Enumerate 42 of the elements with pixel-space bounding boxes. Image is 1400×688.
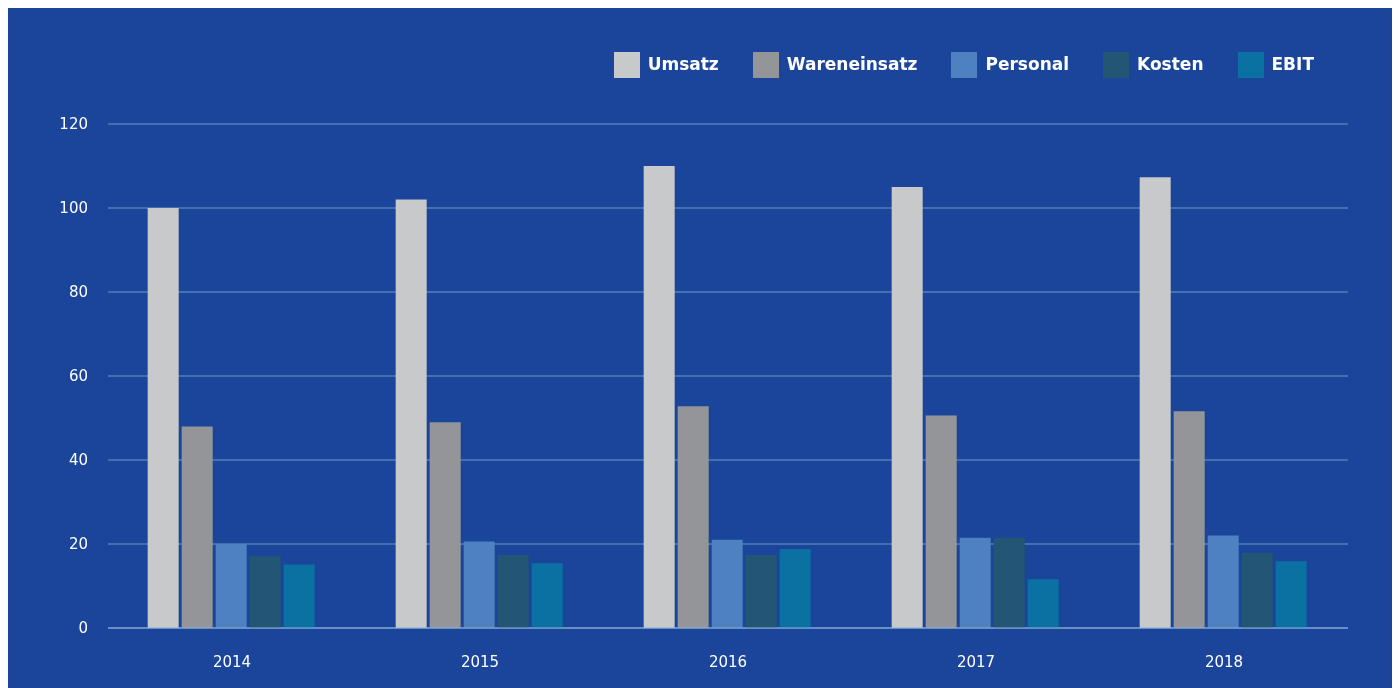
bar	[249, 556, 281, 628]
bar	[643, 166, 675, 628]
bar	[1173, 411, 1205, 628]
bar	[147, 208, 179, 628]
bar	[463, 541, 495, 628]
bar	[395, 199, 427, 628]
bar	[891, 187, 923, 628]
x-tick-label: 2014	[212, 652, 252, 671]
y-tick-label: 120	[59, 115, 88, 134]
bar	[283, 564, 315, 628]
bar	[711, 539, 743, 628]
bar	[215, 544, 247, 628]
y-tick-label: 0	[78, 619, 88, 638]
legend-label: Personal	[985, 53, 1070, 74]
y-tick-label: 60	[68, 367, 88, 386]
y-tick-label: 80	[68, 283, 88, 302]
bar	[1275, 561, 1307, 628]
bar	[1027, 579, 1059, 628]
legend-label: Wareneinsatz	[786, 53, 918, 74]
legend-label: Umsatz	[647, 53, 719, 74]
bar	[497, 554, 529, 628]
x-tick-label: 2018	[1204, 652, 1244, 671]
x-tick-label: 2016	[708, 652, 748, 671]
bar	[993, 537, 1025, 628]
legend-label: Kosten	[1137, 53, 1204, 74]
x-tick-label: 2017	[956, 652, 996, 671]
legend-label: EBIT	[1271, 53, 1314, 74]
bar	[181, 426, 213, 628]
bar	[677, 406, 709, 628]
bar	[925, 415, 957, 628]
bar	[1241, 552, 1273, 628]
y-tick-label: 20	[68, 535, 88, 554]
bar	[531, 563, 563, 628]
y-tick-label: 100	[59, 199, 88, 218]
y-tick-label: 40	[68, 451, 88, 470]
bar	[429, 422, 461, 628]
bar	[1139, 177, 1171, 628]
bar	[779, 549, 811, 628]
bar	[745, 554, 777, 628]
x-tick-label: 2015	[460, 652, 500, 671]
bar	[959, 537, 991, 628]
bar	[1207, 535, 1239, 628]
